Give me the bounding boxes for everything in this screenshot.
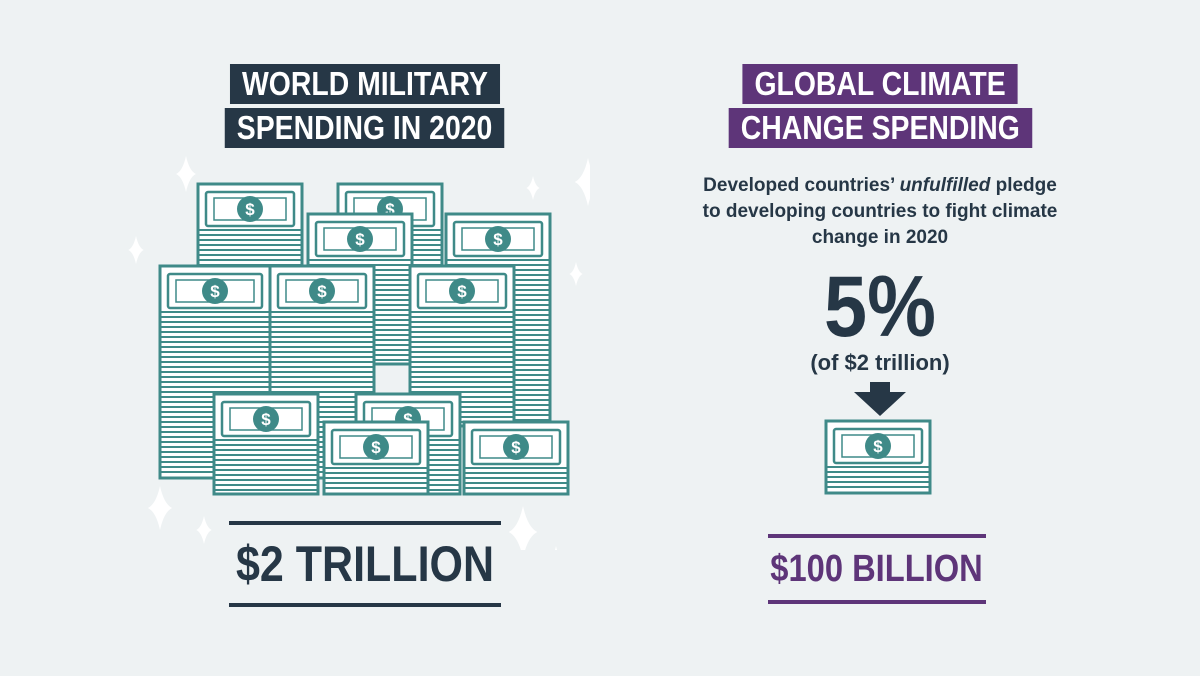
climate-total-bottom-rule xyxy=(768,600,986,604)
money-stack-icon: $ xyxy=(824,419,932,495)
military-heading-line-1: WORLD MILITARY xyxy=(229,64,500,104)
sparkle-icon xyxy=(574,158,590,206)
military-spending-heading: WORLD MILITARY SPENDING IN 2020 xyxy=(170,64,560,152)
dollar-sign: $ xyxy=(245,200,255,219)
sparkle-icon xyxy=(147,486,173,530)
climate-heading-line-1: GLOBAL CLIMATE xyxy=(742,64,1018,104)
dollar-sign: $ xyxy=(371,438,381,457)
dollar-sign: $ xyxy=(457,282,467,301)
climate-percent-value: 5% xyxy=(824,259,936,355)
money-stack-icon: $ xyxy=(212,392,320,496)
dollar-sign: $ xyxy=(355,230,365,249)
military-total-top-rule xyxy=(229,521,501,525)
money-stack-icon: $ xyxy=(158,264,272,480)
climate-total-amount: $100 BILLION xyxy=(770,548,984,590)
climate-pledge-description: Developed countries’ unfulfilled pledge … xyxy=(700,173,1060,251)
climate-total-block: $100 BILLION xyxy=(768,534,986,604)
sparkle-icon xyxy=(526,176,540,200)
money-stack-icon: $ xyxy=(408,264,516,428)
dollar-bill-icon: $ xyxy=(330,428,422,466)
climate-percent-note: (of $2 trillion) xyxy=(810,350,950,375)
climate-spending-heading: GLOBAL CLIMATE CHANGE SPENDING xyxy=(705,64,1055,152)
dollar-sign: $ xyxy=(873,437,883,456)
dollar-sign: $ xyxy=(511,438,521,457)
money-stack-icon: $ xyxy=(268,264,376,480)
dollar-bill-icon: $ xyxy=(166,272,264,310)
dollar-sign: $ xyxy=(210,282,220,301)
sparkle-icon xyxy=(196,516,212,544)
money-stack-icon: $ xyxy=(322,420,430,496)
small-money-stack-icon: $ xyxy=(824,419,932,495)
money-stack-icon: $ xyxy=(462,420,570,496)
military-heading-line-2: SPENDING IN 2020 xyxy=(225,108,505,148)
sparkle-icon xyxy=(508,506,538,550)
climate-heading-line-2: CHANGE SPENDING xyxy=(728,108,1032,148)
sparkle-icon xyxy=(176,156,196,192)
dollar-bill-icon: $ xyxy=(452,220,544,258)
dollar-sign: $ xyxy=(317,282,327,301)
dollar-sign: $ xyxy=(385,200,395,219)
military-total-block: $2 TRILLION xyxy=(229,521,501,607)
description-emphasis: unfulfilled xyxy=(899,175,991,196)
climate-total-top-rule xyxy=(768,534,986,538)
sparkle-icon xyxy=(554,546,558,550)
military-total-amount: $2 TRILLION xyxy=(235,536,495,592)
description-text-start: Developed countries’ xyxy=(703,175,900,196)
dollar-bill-icon: $ xyxy=(416,272,508,310)
dollar-bill-icon: $ xyxy=(276,272,368,310)
dollar-bill-icon: $ xyxy=(832,427,924,465)
dollar-sign: $ xyxy=(261,410,271,429)
dollar-bill-icon: $ xyxy=(314,220,406,258)
dollar-bill-icon: $ xyxy=(204,190,296,228)
military-total-bottom-rule xyxy=(229,603,501,607)
dollar-sign: $ xyxy=(403,410,413,429)
dollar-sign: $ xyxy=(493,230,503,249)
down-arrow-icon xyxy=(854,382,906,416)
money-pile-illustration: $ $ $ $ $ $ $ $ $ $ $ xyxy=(128,156,590,550)
description-text-end: pledge to developing countries to fight … xyxy=(702,175,1058,248)
sparkle-icon xyxy=(569,262,583,286)
sparkle-icon xyxy=(128,236,144,264)
dollar-bill-icon: $ xyxy=(470,428,562,466)
dollar-bill-icon: $ xyxy=(220,400,312,438)
